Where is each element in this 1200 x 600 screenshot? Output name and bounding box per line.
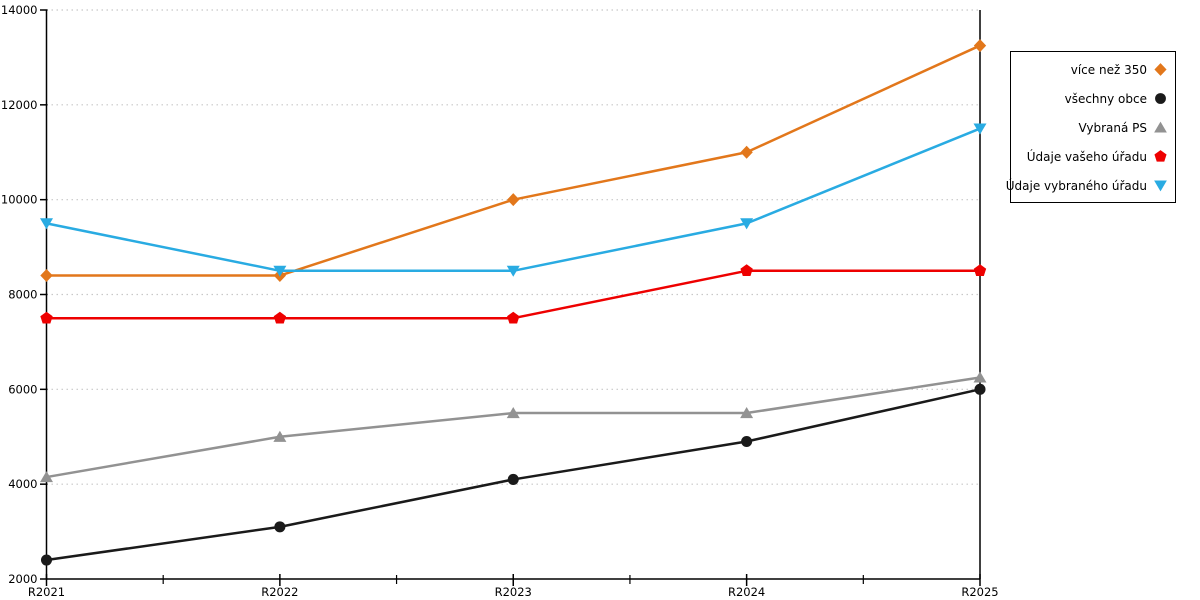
data-point-marker bbox=[273, 430, 287, 442]
x-tick-label: R2022 bbox=[261, 585, 298, 599]
data-point-marker bbox=[974, 383, 986, 395]
data-point-marker bbox=[40, 554, 53, 566]
data-point-marker bbox=[740, 218, 754, 230]
series-line-0 bbox=[45, 44, 982, 277]
data-point-marker bbox=[273, 265, 287, 277]
data-point-marker bbox=[740, 407, 754, 419]
diamond-marker-icon bbox=[1154, 63, 1167, 76]
x-tick-label: R2023 bbox=[495, 585, 532, 599]
data-point-marker bbox=[40, 218, 53, 230]
data-point-marker bbox=[973, 123, 987, 135]
data-point-marker bbox=[1154, 150, 1167, 162]
data-point-marker bbox=[740, 145, 753, 159]
y-tick-label: 6000 bbox=[8, 382, 37, 396]
data-point-marker bbox=[1154, 180, 1167, 192]
data-point-marker bbox=[741, 435, 753, 448]
legend: více než 350 všechny obce Vybraná PS Údaje … bbox=[1006, 51, 1176, 203]
legend-label: více než 350 bbox=[1070, 62, 1147, 77]
data-point-marker bbox=[1154, 63, 1167, 76]
legend-label: Údaje vašeho úřadu bbox=[1026, 149, 1147, 164]
triangle-down-marker-icon bbox=[1154, 180, 1167, 192]
x-tick-label: R2025 bbox=[961, 585, 998, 599]
triangle-up-marker-icon bbox=[1154, 121, 1167, 133]
legend-label: Vybraná PS bbox=[1078, 120, 1147, 135]
legend-item: Vybraná PS bbox=[1011, 113, 1168, 142]
data-point-marker bbox=[973, 39, 987, 53]
series-line-2 bbox=[45, 376, 982, 479]
y-tick-label: 4000 bbox=[8, 477, 37, 491]
data-point-marker bbox=[1154, 121, 1167, 133]
legend-item: Údaje vybraného úřadu bbox=[1006, 171, 1168, 200]
data-point-marker bbox=[740, 264, 753, 277]
y-tick-label: 12000 bbox=[1, 98, 38, 112]
data-point-marker bbox=[507, 473, 519, 485]
data-point-marker bbox=[506, 265, 520, 277]
y-tick-label: 10000 bbox=[1, 193, 38, 207]
data-point-marker bbox=[274, 521, 286, 533]
legend-item: Údaje vašeho úřadu bbox=[1011, 142, 1168, 171]
legend-label: Údaje vybraného úřadu bbox=[1005, 178, 1147, 193]
data-point-marker bbox=[40, 311, 53, 324]
legend-item: více než 350 bbox=[1011, 55, 1168, 84]
data-point-marker bbox=[507, 193, 520, 207]
y-tick-label: 2000 bbox=[8, 572, 37, 586]
data-point-marker bbox=[1155, 93, 1166, 104]
x-tick-label: R2024 bbox=[728, 585, 765, 599]
data-point-marker bbox=[40, 269, 53, 283]
y-tick-label: 8000 bbox=[8, 288, 37, 302]
data-point-marker bbox=[273, 311, 287, 324]
pentagon-marker-icon bbox=[1154, 150, 1167, 162]
data-point-marker bbox=[973, 264, 987, 277]
y-tick-label: 14000 bbox=[1, 3, 38, 17]
legend-label: všechny obce bbox=[1064, 91, 1147, 106]
data-point-marker bbox=[506, 407, 520, 419]
data-point-marker bbox=[973, 371, 987, 383]
legend-item: všechny obce bbox=[1011, 84, 1168, 113]
x-tick-label: R2021 bbox=[28, 585, 65, 599]
circle-marker-icon bbox=[1155, 93, 1166, 104]
data-point-marker bbox=[507, 311, 520, 324]
data-point-marker bbox=[40, 471, 53, 483]
